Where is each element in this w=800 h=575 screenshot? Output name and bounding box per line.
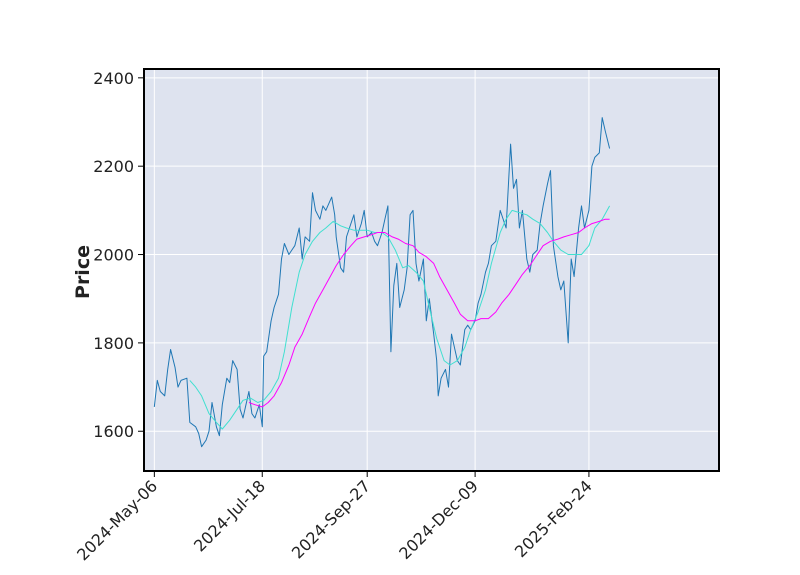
x-axis: 2024-May-06 2024-Jul-18 2024-Sep-27 2024-De… bbox=[73, 471, 596, 564]
plot-border bbox=[143, 68, 720, 472]
y-tick-label: 1600 bbox=[93, 422, 134, 441]
y-tick-label: 1800 bbox=[93, 334, 134, 353]
grid-lines bbox=[144, 69, 719, 471]
x-tick-label: 2024-May-06 bbox=[73, 476, 161, 564]
y-tick-label: 2000 bbox=[93, 246, 134, 265]
y-tick-label: 2200 bbox=[93, 157, 134, 176]
y-tick-label: 2400 bbox=[93, 69, 134, 88]
x-tick-label: 2024-Dec-09 bbox=[395, 476, 482, 563]
series-layer bbox=[153, 117, 611, 448]
series-line-3 bbox=[248, 218, 610, 408]
y-axis-title: Price bbox=[72, 245, 94, 299]
x-tick-label: 2025-Feb-24 bbox=[511, 476, 596, 561]
x-tick-label: 2024-Sep-27 bbox=[288, 476, 374, 562]
x-tick-label: 2024-Jul-18 bbox=[190, 476, 269, 555]
series-line-1 bbox=[153, 117, 611, 448]
y-axis: 1600 1800 2000 2200 2400 bbox=[93, 69, 144, 441]
plot-background bbox=[144, 69, 719, 471]
series-line-2 bbox=[189, 205, 611, 430]
